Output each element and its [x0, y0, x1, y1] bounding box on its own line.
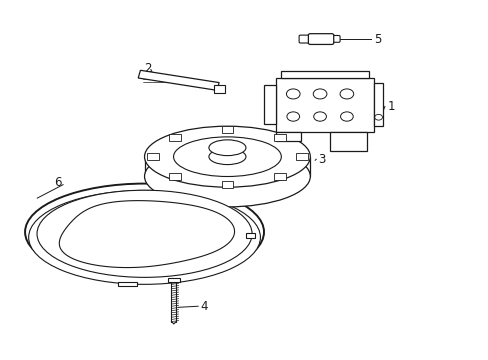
Bar: [167, 278, 180, 282]
Ellipse shape: [25, 184, 264, 280]
Bar: [118, 282, 137, 286]
Ellipse shape: [208, 140, 245, 156]
Bar: [276, 132, 300, 140]
Text: 1: 1: [386, 100, 394, 113]
Bar: [168, 172, 180, 180]
Bar: [296, 153, 307, 160]
Text: 2: 2: [143, 62, 151, 75]
Polygon shape: [138, 70, 219, 90]
Bar: [329, 132, 366, 151]
FancyBboxPatch shape: [308, 34, 333, 44]
Ellipse shape: [37, 190, 251, 277]
Bar: [264, 85, 276, 125]
FancyBboxPatch shape: [214, 85, 224, 93]
Bar: [168, 134, 180, 141]
Text: 6: 6: [54, 176, 62, 189]
Ellipse shape: [144, 126, 310, 187]
Ellipse shape: [208, 149, 245, 165]
Bar: [281, 71, 368, 78]
Text: 4: 4: [200, 300, 208, 313]
FancyBboxPatch shape: [299, 35, 312, 43]
Bar: [245, 233, 254, 238]
Bar: [147, 153, 158, 160]
FancyBboxPatch shape: [329, 36, 339, 42]
Bar: [221, 180, 233, 188]
Bar: [221, 126, 233, 133]
Ellipse shape: [29, 190, 260, 284]
Bar: [276, 78, 373, 132]
Text: 5: 5: [373, 32, 380, 46]
Ellipse shape: [144, 146, 310, 207]
Text: 3: 3: [318, 153, 325, 166]
Bar: [274, 134, 285, 141]
Bar: [274, 172, 285, 180]
Ellipse shape: [173, 137, 281, 176]
Bar: [373, 83, 383, 126]
Polygon shape: [59, 201, 234, 267]
